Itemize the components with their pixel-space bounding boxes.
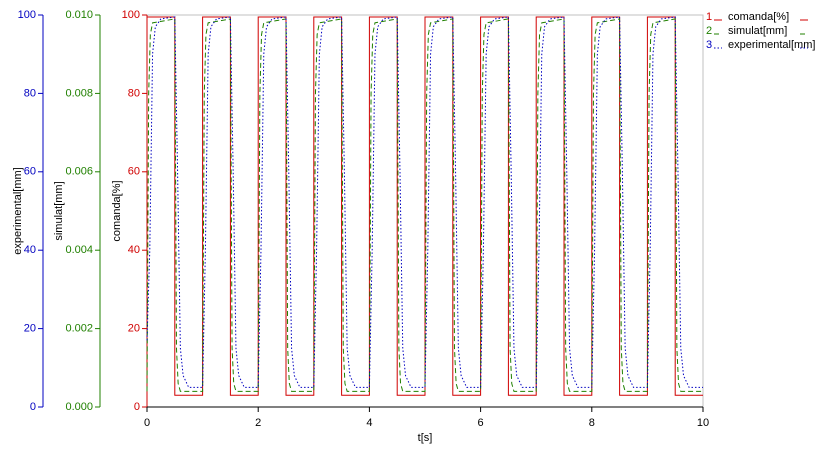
series-line [146,16,703,388]
series-line [146,16,703,396]
y2-tick-label: 0.008 [65,87,93,99]
y3-tick-label: 0 [30,401,36,413]
y-tick-label: 0 [134,401,140,413]
y2-axis-title: simulat[mm] [53,181,65,240]
y2-tick-label: 0.004 [65,244,93,256]
y3-tick-label: 20 [24,323,36,335]
y3-axis-title: experimental[mm] [12,167,24,254]
y-tick-label: 20 [128,323,140,335]
legend-index: 2 [706,25,712,37]
y-tick-label: 80 [128,87,140,99]
x-tick-label: 10 [697,417,709,429]
x-tick-label: 6 [478,417,484,429]
y-axis-title: comanda[%] [111,180,123,241]
y-tick-label: 60 [128,166,140,178]
y3-tick-label: 60 [24,166,36,178]
legend-label: experimental[mm] [728,39,815,51]
y3-tick-label: 40 [24,244,36,256]
legend-index: 1 [706,11,712,23]
y-tick-label: 100 [122,9,140,21]
x-tick-label: 0 [144,417,150,429]
x-axis-title: t[s] [418,432,433,444]
legend-index: 3 [706,39,712,51]
y2-tick-label: 0.010 [65,9,93,21]
x-tick-label: 2 [255,417,261,429]
y-tick-label: 40 [128,244,140,256]
legend-label: simulat[mm] [728,25,787,37]
y2-tick-label: 0.006 [65,166,93,178]
x-tick-label: 4 [366,417,372,429]
y3-tick-label: 80 [24,87,36,99]
y2-tick-label: 0.000 [65,401,93,413]
y2-tick-label: 0.002 [65,323,93,335]
legend-label: comanda[%] [728,11,789,23]
series-line [146,18,703,392]
x-tick-label: 8 [589,417,595,429]
y3-tick-label: 100 [18,9,36,21]
